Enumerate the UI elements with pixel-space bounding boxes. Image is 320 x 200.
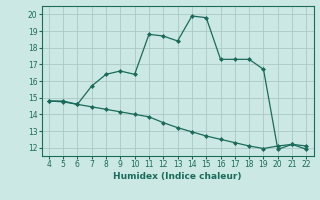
X-axis label: Humidex (Indice chaleur): Humidex (Indice chaleur) <box>113 172 242 181</box>
